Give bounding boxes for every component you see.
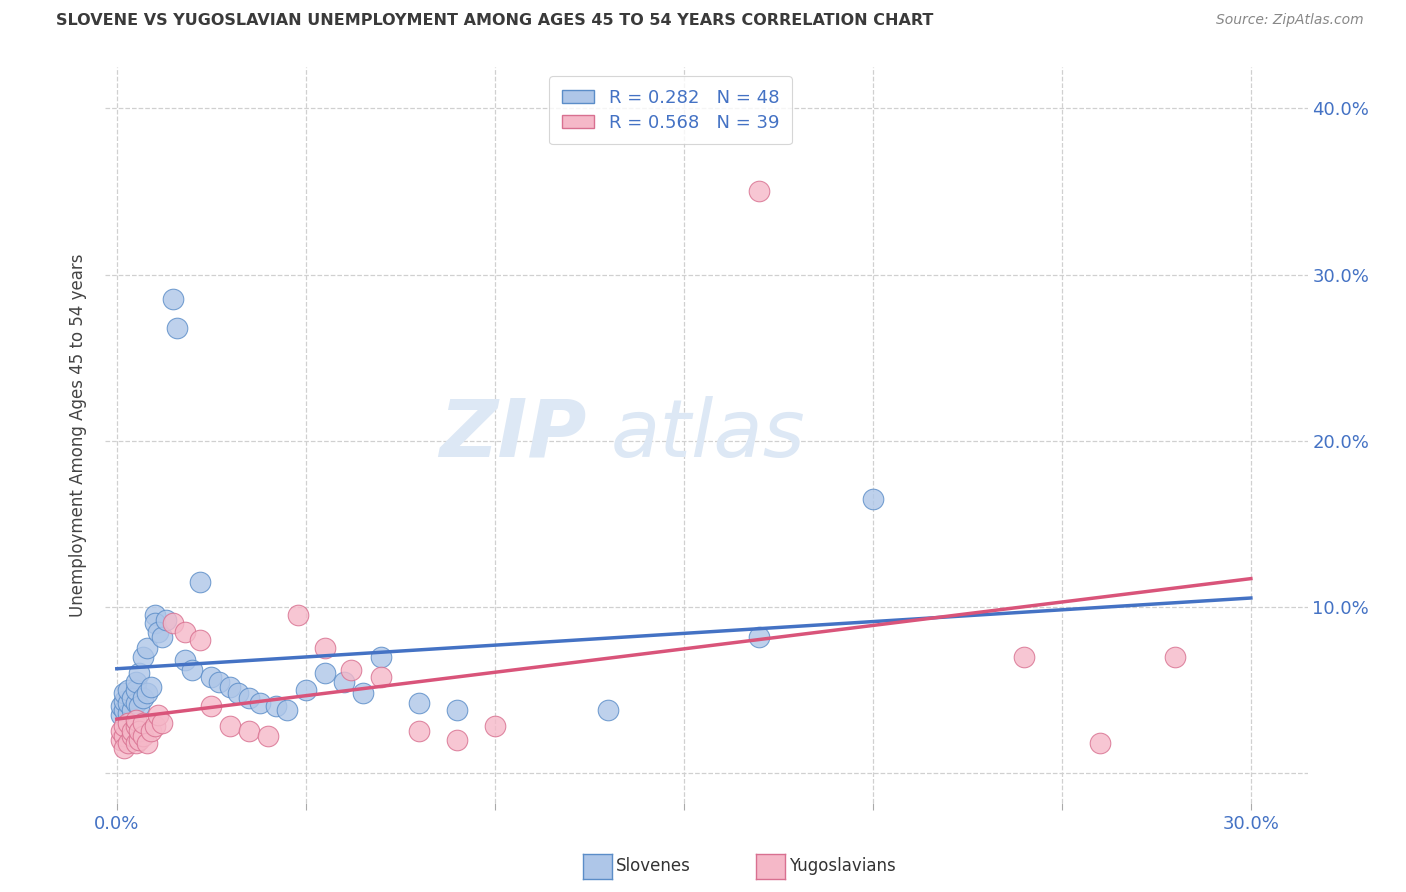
Point [110, 724, 132, 739]
Point [110, 732, 132, 747]
Y-axis label: Unemployment Among Ages 45 to 54 years: Unemployment Among Ages 45 to 54 years [69, 253, 87, 616]
Point [125, 713, 148, 727]
Point [276, 703, 298, 717]
Text: SLOVENE VS YUGOSLAVIAN UNEMPLOYMENT AMONG AGES 45 TO 54 YEARS CORRELATION CHART: SLOVENE VS YUGOSLAVIAN UNEMPLOYMENT AMON… [56, 13, 934, 29]
Point [143, 616, 166, 631]
Point [128, 666, 150, 681]
Point [121, 703, 143, 717]
Point [128, 699, 150, 714]
Point [188, 632, 211, 647]
Point [598, 703, 620, 717]
Point [143, 719, 166, 733]
Point [132, 716, 155, 731]
Point [166, 320, 188, 334]
Point [340, 663, 363, 677]
Point [155, 613, 177, 627]
Point [162, 616, 184, 631]
Point [238, 691, 260, 706]
Point [352, 686, 374, 700]
Point [121, 730, 143, 744]
Point [139, 724, 162, 739]
Point [136, 641, 159, 656]
Point [295, 682, 318, 697]
Point [117, 706, 139, 720]
Point [287, 608, 309, 623]
Point [125, 674, 148, 689]
Point [748, 630, 770, 644]
Point [139, 680, 162, 694]
Point [370, 669, 392, 683]
Point [136, 736, 159, 750]
Point [173, 653, 195, 667]
Point [219, 680, 242, 694]
Point [200, 669, 222, 683]
Point [128, 732, 150, 747]
Point [112, 694, 135, 708]
Text: Yugoslavians: Yugoslavians [789, 857, 896, 875]
Point [219, 719, 242, 733]
Point [148, 624, 170, 639]
Point [110, 707, 132, 722]
Point [143, 608, 166, 623]
Point [370, 649, 392, 664]
Legend: R = 0.282   N = 48, R = 0.568   N = 39: R = 0.282 N = 48, R = 0.568 N = 39 [550, 76, 792, 145]
Text: ZIP: ZIP [439, 396, 586, 474]
Point [314, 641, 336, 656]
Point [181, 663, 204, 677]
Point [150, 716, 173, 731]
Point [408, 724, 430, 739]
Point [862, 491, 884, 506]
Point [117, 682, 139, 697]
Point [132, 649, 155, 664]
Point [136, 686, 159, 700]
Text: Slovenes: Slovenes [616, 857, 690, 875]
Point [125, 719, 148, 733]
Point [446, 703, 468, 717]
Point [125, 736, 148, 750]
Point [226, 686, 249, 700]
Point [112, 719, 135, 733]
Text: Source: ZipAtlas.com: Source: ZipAtlas.com [1216, 13, 1364, 28]
Point [200, 699, 222, 714]
Point [125, 696, 148, 710]
Point [112, 686, 135, 700]
Text: atlas: atlas [610, 396, 806, 474]
Point [132, 691, 155, 706]
Point [332, 674, 354, 689]
Point [121, 691, 143, 706]
Point [128, 724, 150, 739]
Point [264, 699, 287, 714]
Point [132, 730, 155, 744]
Point [484, 719, 506, 733]
Point [162, 293, 184, 307]
Point [121, 724, 143, 739]
Point [249, 696, 271, 710]
Point [173, 624, 195, 639]
Point [117, 716, 139, 731]
Point [257, 730, 280, 744]
Point [112, 741, 135, 756]
Point [314, 666, 336, 681]
Point [446, 732, 468, 747]
Point [112, 703, 135, 717]
Point [1164, 649, 1187, 664]
Point [148, 707, 170, 722]
Point [112, 730, 135, 744]
Point [1088, 736, 1111, 750]
Point [1012, 649, 1035, 664]
Point [150, 630, 173, 644]
Point [188, 574, 211, 589]
Point [110, 699, 132, 714]
Point [117, 736, 139, 750]
Point [117, 696, 139, 710]
Point [125, 682, 148, 697]
Point [408, 696, 430, 710]
Point [238, 724, 260, 739]
Point [748, 185, 770, 199]
Point [208, 674, 231, 689]
